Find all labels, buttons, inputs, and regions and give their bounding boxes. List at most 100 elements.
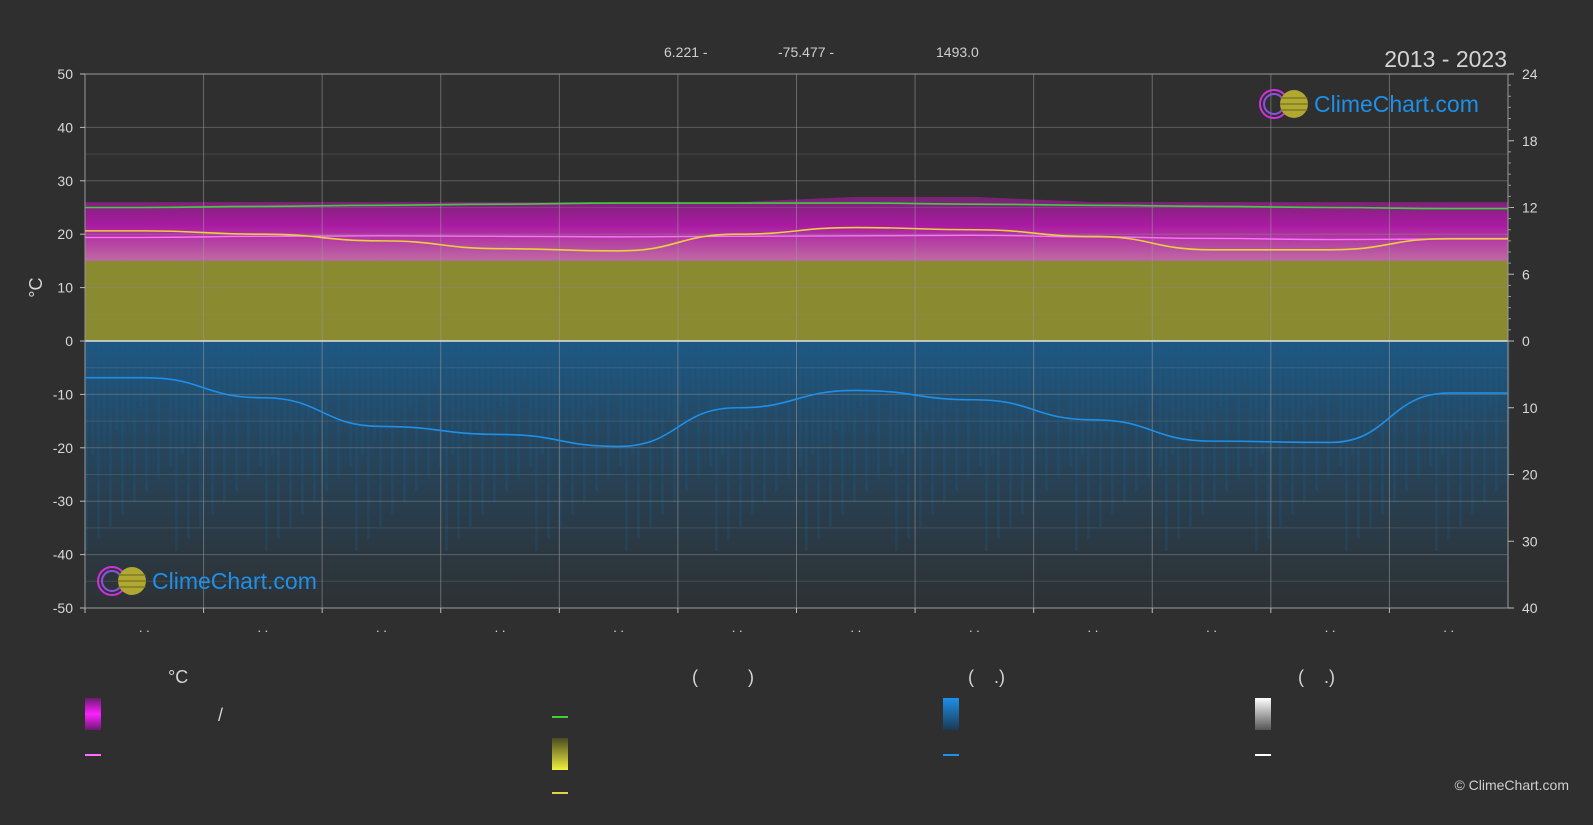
precip-day-mark: [1459, 341, 1462, 527]
precip-day-mark: [685, 341, 688, 491]
precip-day-mark: [1129, 341, 1132, 407]
precip-day-mark: [1297, 341, 1300, 419]
precip-day-mark: [877, 341, 880, 479]
precip-day-mark: [1249, 341, 1252, 467]
precip-day-mark: [739, 341, 742, 527]
precip-day-mark: [787, 341, 790, 479]
precip-day-mark: [649, 341, 652, 527]
precip-day-mark: [925, 341, 928, 431]
precip-day-mark: [613, 341, 616, 383]
right-bottom-tick-label: 20: [1522, 467, 1538, 483]
climechart-logo-icon: [1259, 89, 1308, 119]
precip-day-mark: [607, 341, 610, 479]
precip-day-mark: [895, 341, 898, 551]
precip-day-mark: [211, 341, 214, 515]
precip-day-mark: [1315, 341, 1318, 491]
precip-day-mark: [241, 341, 244, 395]
legend-snow-swatch: [1255, 754, 1271, 756]
precip-day-mark: [991, 341, 994, 455]
precip-day-mark: [1231, 341, 1234, 395]
precip-day-mark: [343, 341, 346, 383]
precip-day-mark: [979, 341, 982, 467]
precip-day-mark: [901, 341, 904, 455]
latitude-text: 6.221 -: [664, 44, 708, 60]
precip-day-mark: [661, 341, 664, 515]
precip-day-mark: [1387, 341, 1390, 419]
precip-day-mark: [535, 341, 538, 551]
precip-day-mark: [1207, 341, 1210, 419]
precip-day-mark: [703, 341, 706, 383]
precip-day-mark: [1135, 341, 1138, 491]
precip-day-mark: [1183, 341, 1186, 443]
precip-day-mark: [1483, 341, 1486, 503]
precip-day-mark: [805, 341, 808, 551]
precip-day-mark: [1477, 341, 1480, 419]
y-axis-title: °C: [26, 277, 46, 297]
precip-day-mark: [1417, 341, 1420, 479]
precip-day-mark: [451, 341, 454, 455]
x-tick-label: . .: [1325, 620, 1336, 635]
precip-day-mark: [811, 341, 814, 455]
precip-day-mark: [187, 341, 190, 539]
precip-day-mark: [673, 341, 676, 503]
precip-day-mark: [1243, 341, 1246, 383]
precip-day-mark: [91, 341, 94, 455]
sunshine-line: [84, 226, 1508, 252]
precip-day-mark: [1339, 341, 1342, 467]
x-tick-label: . .: [1443, 620, 1454, 635]
precip-day-mark: [865, 341, 868, 491]
precip-day-mark: [781, 341, 784, 395]
logo-bottom[interactable]: ClimeChart.com: [96, 565, 317, 597]
precip-day-mark: [1411, 341, 1414, 395]
precip-day-mark: [1153, 341, 1156, 383]
y-tick-label: 50: [57, 66, 73, 82]
precip-day-mark: [1117, 341, 1120, 419]
precip-day-mark: [817, 341, 820, 539]
precip-day-mark: [385, 341, 388, 431]
logo-name: ClimeChart.com: [1314, 90, 1479, 117]
precip-day-mark: [1273, 341, 1276, 443]
precip-day-mark: [589, 341, 592, 407]
precip-day-mark: [1141, 341, 1144, 395]
precip-day-mark: [121, 341, 124, 515]
legend-precip-swatch: [943, 754, 959, 756]
precip-day-mark: [1015, 341, 1018, 431]
precip-day-mark: [265, 341, 268, 551]
x-tick-label: . .: [850, 620, 861, 635]
precip-day-mark: [1423, 341, 1426, 383]
logo-top[interactable]: ClimeChart.com: [1258, 88, 1479, 120]
precip-day-mark: [913, 341, 916, 443]
precip-day-mark: [379, 341, 382, 527]
precip-day-mark: [835, 341, 838, 431]
precip-day-mark: [1087, 341, 1090, 539]
legend-snow-range-swatch: [1255, 698, 1271, 730]
precip-day-mark: [697, 341, 700, 479]
precip-day-mark: [931, 341, 934, 515]
precip-day-mark: [1501, 341, 1504, 395]
precip-day-mark: [1195, 341, 1198, 431]
precip-day-mark: [565, 341, 568, 431]
precip-day-mark: [1369, 341, 1372, 527]
y-tick-label: -10: [53, 386, 73, 402]
precip-day-mark: [1303, 341, 1306, 503]
precip-day-mark: [709, 341, 712, 467]
y-tick-label: -30: [53, 493, 73, 509]
y-tick-label: -40: [53, 547, 73, 563]
precip-day-mark: [229, 341, 232, 407]
precip-day-mark: [973, 341, 976, 383]
precip-day-mark: [1441, 341, 1444, 455]
precip-day-mark: [85, 341, 88, 551]
precip-day-mark: [301, 341, 304, 515]
precip-day-mark: [247, 341, 250, 479]
precip-day-mark: [259, 341, 262, 467]
precip-day-mark: [1393, 341, 1396, 503]
precip-day-mark: [733, 341, 736, 443]
daylight-line: [85, 202, 1508, 210]
precip-day-mark: [949, 341, 952, 407]
precip-day-mark: [1405, 341, 1408, 491]
precip-day-mark: [493, 341, 496, 503]
precip-day-mark: [163, 341, 166, 383]
precip-day-mark: [1009, 341, 1012, 527]
precip-day-mark: [313, 341, 316, 503]
